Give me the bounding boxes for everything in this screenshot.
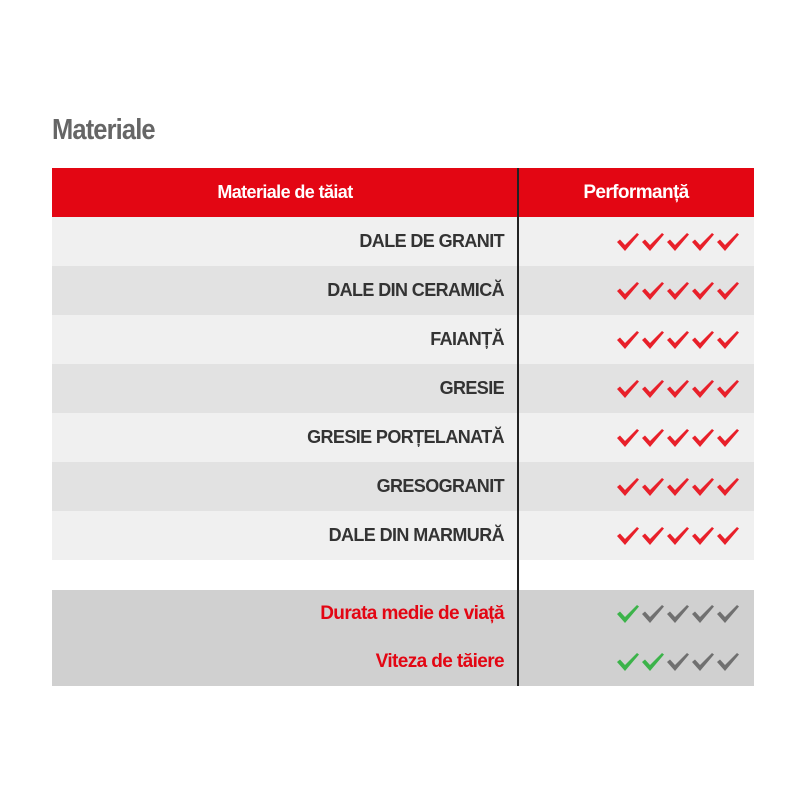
rating-checks	[518, 328, 754, 352]
check-icon	[717, 605, 739, 623]
table-row: GRESOGRANIT	[52, 462, 754, 511]
check-icon	[667, 232, 689, 251]
check-icon	[642, 653, 664, 671]
table-row: DALE DE GRANIT	[52, 217, 754, 266]
rating-checks	[518, 377, 754, 401]
row-label: Durata medie de viață	[320, 603, 504, 624]
row-label: GRESIE PORȚELANATĂ	[307, 427, 504, 447]
table-header: Materiale de tăiat Performanță	[52, 168, 754, 217]
check-icon	[692, 526, 714, 545]
row-label: FAIANȚĂ	[430, 329, 504, 349]
check-icon	[717, 526, 739, 545]
check-icon	[692, 330, 714, 349]
check-icon	[667, 605, 689, 623]
table-row: FAIANȚĂ	[52, 315, 754, 364]
check-icon	[617, 653, 639, 671]
rating-checks	[518, 650, 754, 674]
check-icon	[642, 232, 664, 251]
table-row: Viteza de tăiere	[52, 638, 754, 686]
row-label: GRESIE	[439, 378, 505, 398]
check-icon	[617, 605, 639, 623]
check-icon	[667, 477, 689, 496]
check-icon	[692, 379, 714, 398]
check-icon	[717, 330, 739, 349]
check-icon	[617, 281, 639, 300]
check-icon	[692, 653, 714, 671]
column-divider	[517, 168, 519, 686]
check-icon	[667, 281, 689, 300]
check-icon	[667, 526, 689, 545]
check-icon	[642, 605, 664, 623]
check-icon	[717, 477, 739, 496]
check-icon	[667, 379, 689, 398]
check-icon	[692, 232, 714, 251]
materials-table: Materiale de tăiat Performanță DALE DE G…	[52, 168, 754, 686]
check-icon	[667, 653, 689, 671]
row-label: DALE DE GRANIT	[359, 231, 504, 251]
check-icon	[717, 653, 739, 671]
check-icon	[667, 428, 689, 447]
row-label: Viteza de tăiere	[375, 651, 505, 672]
table-row: DALE DIN MARMURĂ	[52, 511, 754, 560]
section-title: Materiale	[52, 114, 156, 146]
check-icon	[642, 379, 664, 398]
check-icon	[717, 428, 739, 447]
table-row: GRESIE	[52, 364, 754, 413]
rating-checks	[518, 230, 754, 254]
rating-checks	[518, 426, 754, 450]
check-icon	[617, 526, 639, 545]
row-label: DALE DIN MARMURĂ	[328, 525, 505, 545]
check-icon	[617, 428, 639, 447]
header-materials: Materiale de tăiat	[217, 182, 353, 202]
check-icon	[717, 379, 739, 398]
check-icon	[642, 477, 664, 496]
rating-checks	[518, 279, 754, 303]
check-icon	[642, 526, 664, 545]
check-icon	[617, 232, 639, 251]
check-icon	[667, 330, 689, 349]
check-icon	[617, 330, 639, 349]
rating-checks	[518, 602, 754, 626]
table-row: GRESIE PORȚELANATĂ	[52, 413, 754, 462]
table-row: Durata medie de viață	[52, 590, 754, 638]
table-row: DALE DIN CERAMICĂ	[52, 266, 754, 315]
check-icon	[717, 232, 739, 251]
check-icon	[717, 281, 739, 300]
header-performance: Performanță	[583, 181, 689, 203]
rating-checks	[518, 524, 754, 548]
check-icon	[692, 428, 714, 447]
row-label: DALE DIN CERAMICĂ	[327, 280, 504, 300]
check-icon	[617, 379, 639, 398]
check-icon	[617, 477, 639, 496]
check-icon	[642, 330, 664, 349]
spacer	[52, 560, 754, 590]
check-icon	[642, 428, 664, 447]
check-icon	[692, 477, 714, 496]
check-icon	[692, 605, 714, 623]
check-icon	[642, 281, 664, 300]
check-icon	[692, 281, 714, 300]
rating-checks	[518, 475, 754, 499]
row-label: GRESOGRANIT	[376, 476, 505, 496]
